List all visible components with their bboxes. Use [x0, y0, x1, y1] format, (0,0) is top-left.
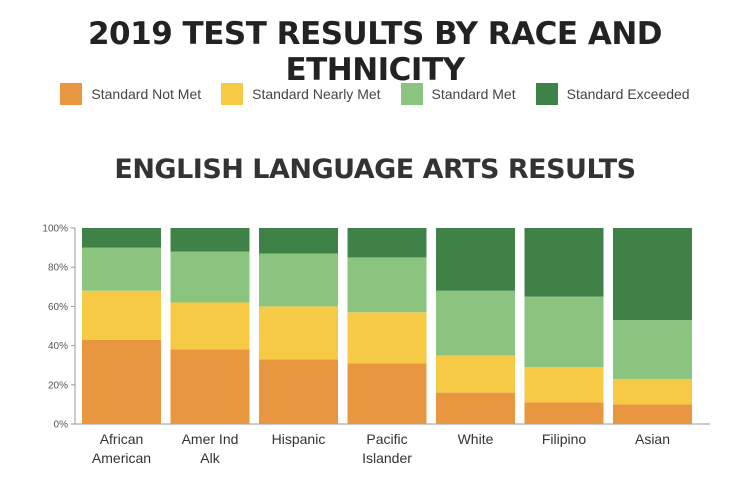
y-tick-label: 100%	[42, 224, 68, 235]
x-tick-label: Filipino	[542, 431, 587, 447]
legend-swatch-met	[400, 83, 423, 105]
page-title: 2019 TEST RESULTS BY RACE AND ETHNICITY	[87, 16, 663, 88]
bar-segment	[524, 296, 604, 368]
bar-segment	[524, 228, 604, 297]
bar-segment	[170, 228, 250, 252]
bar-segment	[524, 367, 604, 403]
bar-segment	[436, 392, 515, 424]
legend-label: Standard Nearly Met	[252, 86, 381, 102]
bar-segment	[524, 402, 604, 424]
legend-item-not-met: Standard Not Met	[60, 83, 201, 105]
y-tick-label: 20%	[48, 380, 68, 391]
legend-item-met: Standard Met	[400, 83, 516, 105]
bar-segment	[259, 253, 338, 307]
legend-label: Standard Not Met	[91, 86, 202, 102]
bar-segment	[259, 228, 338, 254]
bar-segment	[82, 339, 161, 424]
bar-segment	[82, 247, 161, 291]
bar-segment	[436, 355, 515, 393]
y-tick-label: 40%	[48, 341, 68, 352]
bar-segment	[347, 228, 427, 258]
bar-segment	[82, 290, 161, 340]
bar-segment	[170, 251, 250, 303]
bar-segment	[613, 228, 692, 321]
bar-segment	[436, 290, 515, 356]
x-tick-label: Amer Ind Alk	[182, 431, 239, 466]
bar-segment	[82, 228, 161, 248]
legend-label: Standard Exceeded	[566, 86, 690, 102]
legend: Standard Not Met Standard Nearly Met Sta…	[0, 83, 750, 105]
bar-segment	[347, 363, 427, 424]
bar-segment	[347, 257, 427, 313]
bar-segment	[436, 228, 515, 291]
y-tick-label: 0%	[54, 420, 69, 431]
legend-swatch-not-met	[60, 83, 83, 105]
legend-swatch-nearly-met	[221, 83, 244, 105]
bar-segment	[613, 404, 692, 424]
x-tick-label: White	[458, 431, 494, 447]
bar-segment	[347, 312, 427, 364]
x-tick-label: Asian	[635, 431, 670, 447]
bar-segment	[613, 320, 692, 379]
legend-item-exceeded: Standard Exceeded	[535, 83, 690, 105]
y-tick-label: 80%	[48, 263, 68, 274]
chart-title: ENGLISH LANGUAGE ARTS RESULTS	[114, 154, 636, 185]
bar-segment	[613, 378, 692, 405]
legend-label: Standard Met	[431, 86, 516, 102]
y-tick-label: 60%	[48, 302, 68, 313]
legend-item-nearly-met: Standard Nearly Met	[221, 83, 381, 105]
bar-segment	[259, 306, 338, 360]
bar-segment	[259, 359, 338, 424]
x-tick-label: Hispanic	[272, 431, 326, 447]
x-tick-label: African American	[92, 431, 151, 466]
bar-segment	[170, 349, 250, 424]
legend-swatch-exceeded	[535, 83, 558, 105]
bar-segment	[170, 302, 250, 350]
x-tick-label: Pacific Islander	[362, 431, 412, 466]
